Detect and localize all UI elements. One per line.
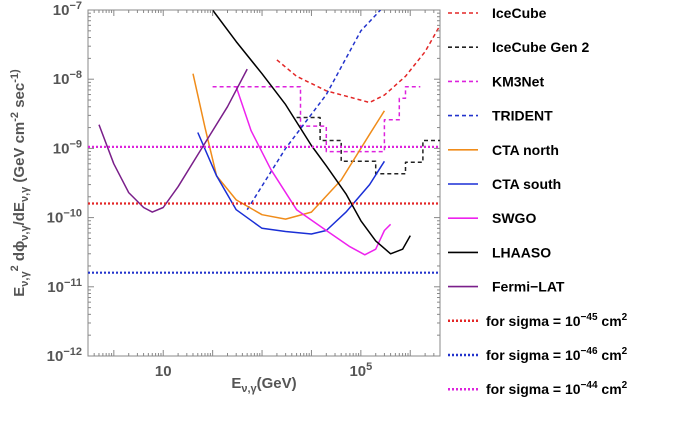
- x-axis: 10 105: [87, 10, 441, 380]
- legend-label-11: for sigma = 10−44​ cm2​: [486, 380, 628, 397]
- y-tick-label: 10−9: [53, 138, 82, 157]
- legend-label-3: TRIDENT: [492, 108, 553, 124]
- x-tick-label: 10: [155, 363, 172, 380]
- y-tick-label: 10−8: [53, 69, 82, 88]
- legend-label-4: CTA north: [492, 142, 559, 158]
- series-line-8: [98, 68, 248, 213]
- legend-label-6: SWGO: [492, 210, 536, 226]
- plot-area: [87, 9, 441, 357]
- legend-label-9: for sigma = 10−45​ cm2​: [486, 312, 628, 329]
- series-line-1: [296, 116, 440, 175]
- plot-frame: [87, 9, 441, 357]
- series-line-7: [211, 10, 411, 255]
- series-line-2: [212, 85, 421, 153]
- series-line-3: [246, 10, 382, 211]
- legend-label-10: for sigma = 10−46​ cm2​: [486, 346, 628, 363]
- legend-label-0: IceCube: [492, 5, 547, 21]
- y-tick-label: 10−11: [47, 277, 82, 296]
- legend-label-2: KM3Net: [492, 73, 544, 89]
- series-line-5: [197, 132, 386, 235]
- x-tick-label: 105: [349, 361, 372, 380]
- y-tick-label: 10−12: [47, 346, 82, 365]
- legend-label-7: LHAASO: [492, 244, 551, 260]
- series-line-0: [276, 25, 440, 104]
- legend-label-1: IceCube Gen 2: [492, 39, 589, 55]
- y-tick-label: 10−10: [47, 208, 82, 227]
- x-axis-title: Eν,γ​(GeV): [231, 375, 296, 395]
- data-series: [88, 10, 440, 274]
- legend: IceCube IceCube Gen 2 KM3Net TRIDENT CTA nor…: [448, 5, 628, 397]
- y-axis-title: Eν,γ​2​ dϕν,γ​/dEν,γ​ (GeV cm-2​ sec-1)​: [9, 69, 31, 297]
- legend-label-8: Fermi−LAT: [492, 279, 565, 295]
- series-line-4: [192, 73, 386, 220]
- y-tick-label: 10−7: [53, 0, 82, 19]
- axis-titles: Eν,γ​(GeV) Eν,γ​2​ dϕν,γ​/dEν,γ​ (GeV cm-…: [9, 69, 297, 395]
- legend-label-5: CTA south: [492, 176, 561, 192]
- series-line-6: [235, 86, 392, 256]
- y-axis: 10−7 10−8 10−9 10−10 10−11 10−12: [47, 0, 440, 365]
